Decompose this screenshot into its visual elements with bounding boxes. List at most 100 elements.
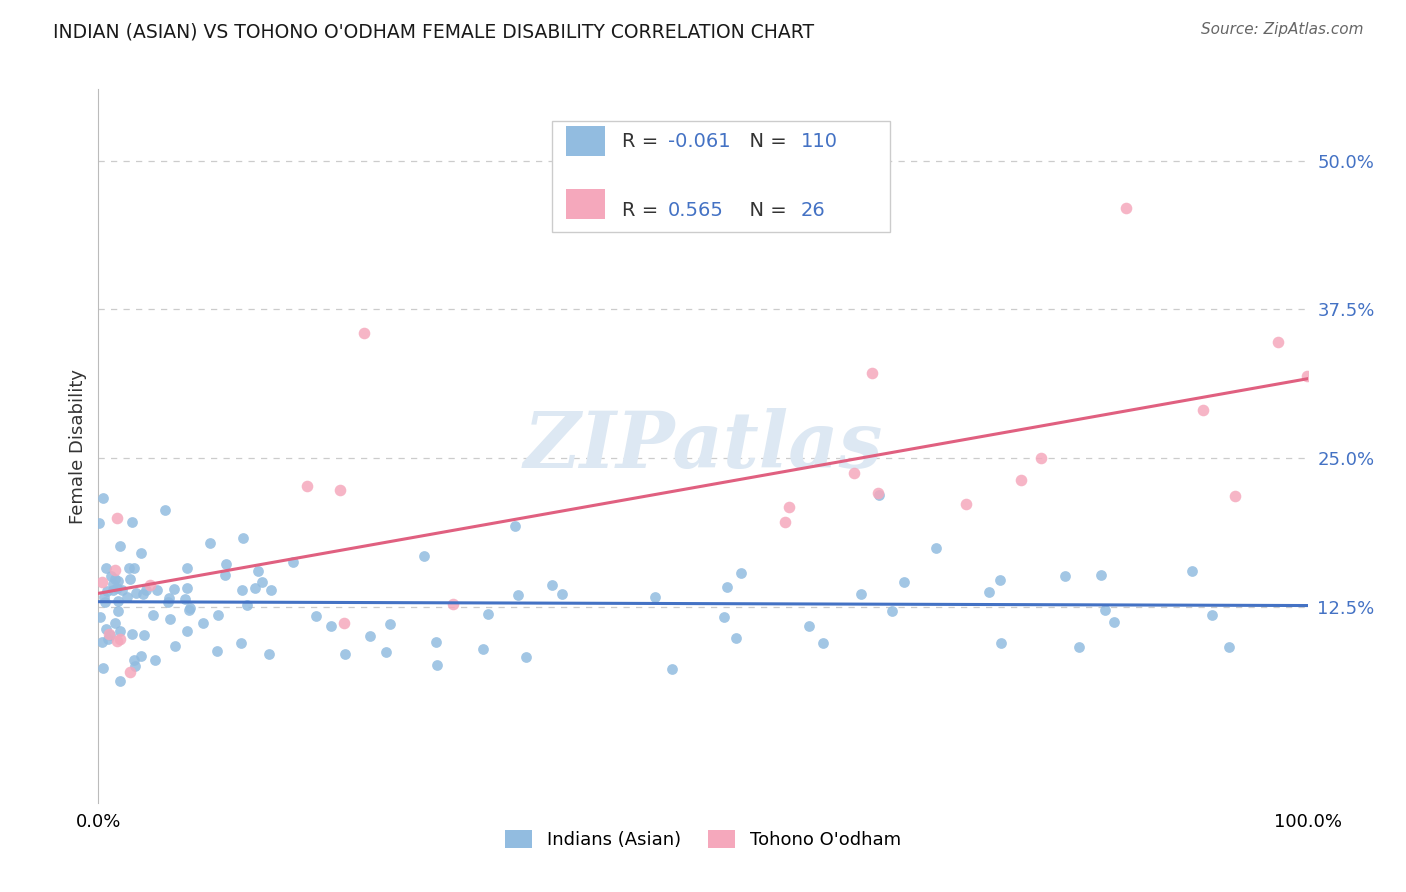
- Point: [121, 516, 143, 530]
- Point: [868, 488, 890, 502]
- Point: [91, 491, 114, 505]
- Point: [1067, 640, 1090, 655]
- Point: [104, 615, 127, 630]
- Point: [1053, 568, 1076, 582]
- Point: [90, 635, 112, 649]
- Point: [215, 557, 238, 571]
- Point: [214, 567, 236, 582]
- Text: 26: 26: [801, 201, 825, 220]
- Point: [159, 591, 181, 606]
- Point: [232, 531, 254, 545]
- Point: [94, 622, 117, 636]
- Point: [107, 574, 129, 588]
- Point: [990, 636, 1012, 650]
- Point: [87, 516, 110, 530]
- Text: R =: R =: [621, 132, 665, 151]
- Point: [955, 497, 977, 511]
- Point: [860, 366, 883, 380]
- Text: -0.061: -0.061: [668, 132, 731, 151]
- Point: [229, 635, 252, 649]
- Point: [503, 518, 526, 533]
- Point: [725, 632, 748, 646]
- Point: [515, 649, 537, 664]
- Point: [247, 564, 270, 578]
- Text: N =: N =: [737, 132, 793, 151]
- Point: [120, 665, 142, 680]
- Point: [104, 573, 127, 587]
- Point: [105, 511, 128, 525]
- Point: [98, 628, 121, 642]
- FancyBboxPatch shape: [567, 126, 605, 155]
- Point: [441, 597, 464, 611]
- Point: [250, 575, 273, 590]
- Point: [107, 603, 129, 617]
- Point: [94, 595, 117, 609]
- Point: [797, 619, 820, 633]
- Point: [117, 590, 139, 604]
- Point: [880, 604, 903, 618]
- Point: [125, 586, 148, 600]
- Point: [305, 609, 328, 624]
- Point: [146, 583, 169, 598]
- Point: [1223, 489, 1246, 503]
- Point: [471, 642, 494, 657]
- Point: [205, 644, 228, 658]
- Point: [844, 467, 866, 481]
- Text: R =: R =: [621, 201, 671, 220]
- Point: [1029, 450, 1052, 465]
- Point: [90, 575, 112, 590]
- Point: [104, 563, 127, 577]
- Point: [541, 578, 564, 592]
- Point: [105, 634, 128, 648]
- Point: [98, 627, 121, 641]
- Point: [91, 660, 114, 674]
- Point: [94, 561, 117, 575]
- Point: [243, 581, 266, 595]
- Point: [1010, 473, 1032, 487]
- Point: [551, 587, 574, 601]
- Point: [849, 587, 872, 601]
- Point: [353, 326, 375, 340]
- Point: [477, 607, 499, 621]
- Point: [866, 486, 889, 500]
- Point: [506, 588, 529, 602]
- Text: 110: 110: [801, 132, 838, 151]
- FancyBboxPatch shape: [567, 189, 605, 219]
- Point: [118, 561, 141, 575]
- Point: [96, 584, 118, 599]
- Point: [100, 569, 122, 583]
- Point: [176, 581, 198, 595]
- Point: [176, 560, 198, 574]
- Point: [1090, 567, 1112, 582]
- Point: [730, 566, 752, 580]
- Point: [1102, 615, 1125, 629]
- Point: [713, 610, 735, 624]
- Point: [124, 658, 146, 673]
- Point: [138, 578, 160, 592]
- Text: ZIPatlas: ZIPatlas: [523, 408, 883, 484]
- Point: [129, 648, 152, 663]
- Point: [1094, 603, 1116, 617]
- Point: [1295, 368, 1317, 383]
- Point: [988, 573, 1011, 587]
- Point: [105, 581, 128, 595]
- Point: [177, 602, 200, 616]
- Point: [163, 582, 186, 596]
- Point: [176, 624, 198, 638]
- Point: [773, 515, 796, 529]
- Point: [413, 549, 436, 564]
- Point: [163, 639, 186, 653]
- Point: [207, 608, 229, 623]
- Point: [121, 627, 143, 641]
- Point: [93, 590, 115, 604]
- Point: [332, 615, 354, 630]
- Point: [1201, 607, 1223, 622]
- Point: [378, 617, 401, 632]
- Point: [1181, 564, 1204, 578]
- Point: [97, 632, 120, 646]
- Point: [359, 629, 381, 643]
- Point: [644, 590, 666, 604]
- Point: [142, 608, 165, 623]
- Point: [329, 483, 352, 498]
- Point: [159, 612, 181, 626]
